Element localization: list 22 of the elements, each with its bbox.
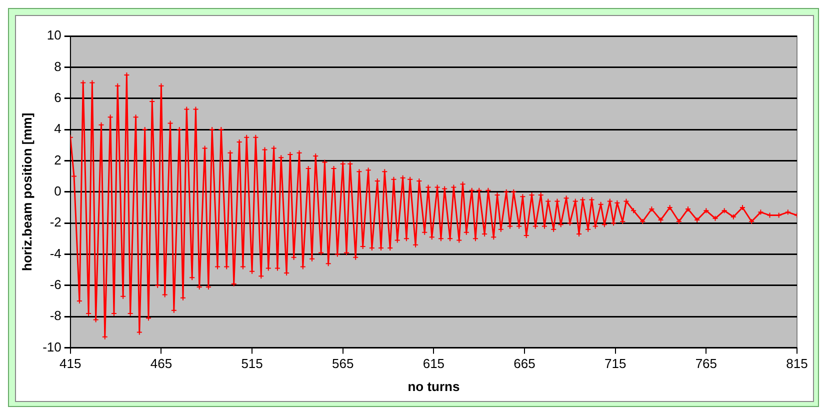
x-tick-label: 715 [604,356,626,372]
y-tick-label: -4 [50,246,62,261]
y-tick-label: -8 [50,308,62,324]
x-tick-label: 565 [332,356,354,372]
y-tick-label: -6 [50,277,62,292]
x-axis-title: no turns [408,378,460,394]
x-tick-label: 515 [241,356,263,372]
y-tick-label: 8 [54,58,62,74]
y-tick-label: 10 [46,28,62,43]
y-tick-label: 4 [54,121,62,136]
x-tick-label: 765 [695,356,718,372]
y-tick-label: 0 [54,183,62,198]
y-tick-label: -2 [50,214,62,230]
x-tick-label: 465 [150,356,172,372]
x-tick-label: 415 [60,356,82,372]
x-tick-label: 815 [786,356,808,372]
x-tick-label: 665 [514,356,536,372]
y-axis-title: horiz.beam position [mm] [19,112,34,271]
x-tick-label: 615 [422,356,445,372]
y-tick-label: 6 [54,90,62,105]
y-tick-label: -10 [42,339,62,354]
y-tick-label: 2 [54,152,62,168]
